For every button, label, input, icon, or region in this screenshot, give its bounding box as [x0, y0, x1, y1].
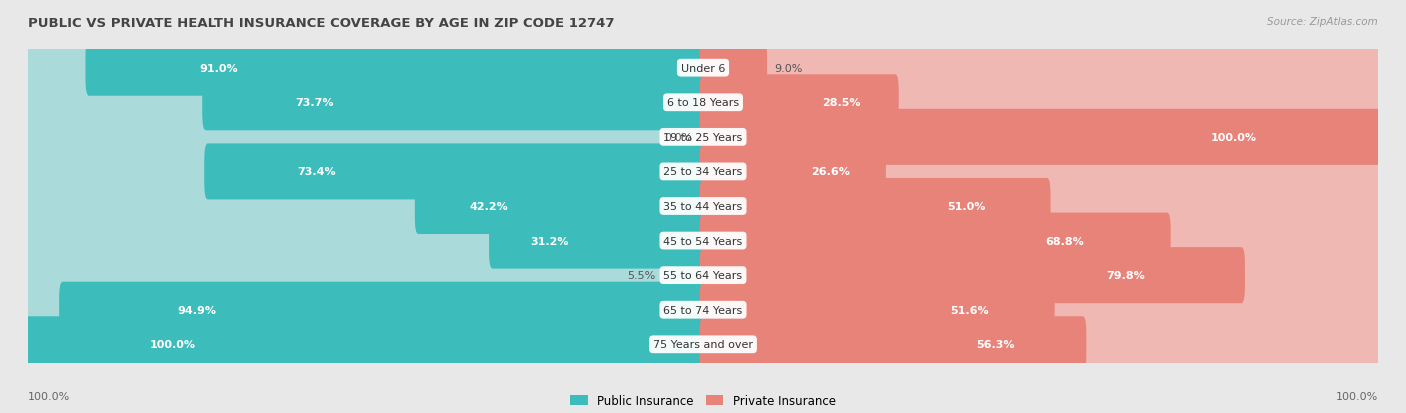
- FancyBboxPatch shape: [700, 144, 886, 200]
- Text: 6 to 18 Years: 6 to 18 Years: [666, 98, 740, 108]
- FancyBboxPatch shape: [700, 75, 898, 131]
- FancyBboxPatch shape: [700, 109, 1381, 166]
- Text: 9.0%: 9.0%: [773, 64, 803, 74]
- Text: 100.0%: 100.0%: [1336, 391, 1378, 401]
- FancyBboxPatch shape: [28, 258, 1378, 293]
- Text: 45 to 54 Years: 45 to 54 Years: [664, 236, 742, 246]
- FancyBboxPatch shape: [25, 282, 706, 338]
- FancyBboxPatch shape: [25, 40, 706, 97]
- FancyBboxPatch shape: [28, 292, 1378, 328]
- Text: 28.5%: 28.5%: [823, 98, 860, 108]
- FancyBboxPatch shape: [28, 85, 1378, 121]
- FancyBboxPatch shape: [202, 75, 706, 131]
- FancyBboxPatch shape: [700, 316, 1087, 373]
- Text: 0.0%: 0.0%: [665, 133, 693, 142]
- FancyBboxPatch shape: [25, 247, 706, 304]
- FancyBboxPatch shape: [25, 316, 706, 373]
- FancyBboxPatch shape: [700, 178, 1050, 235]
- FancyBboxPatch shape: [700, 213, 1171, 269]
- Text: 73.4%: 73.4%: [297, 167, 336, 177]
- FancyBboxPatch shape: [415, 178, 706, 235]
- Text: 31.2%: 31.2%: [530, 236, 569, 246]
- Text: 26.6%: 26.6%: [811, 167, 851, 177]
- FancyBboxPatch shape: [662, 247, 706, 304]
- Text: 91.0%: 91.0%: [200, 64, 238, 74]
- Text: Source: ZipAtlas.com: Source: ZipAtlas.com: [1267, 17, 1378, 26]
- FancyBboxPatch shape: [28, 327, 1378, 362]
- Text: 79.8%: 79.8%: [1107, 271, 1144, 280]
- FancyBboxPatch shape: [700, 282, 1054, 338]
- Text: 5.5%: 5.5%: [627, 271, 655, 280]
- FancyBboxPatch shape: [700, 282, 1381, 338]
- FancyBboxPatch shape: [25, 144, 706, 200]
- FancyBboxPatch shape: [59, 282, 706, 338]
- Text: 94.9%: 94.9%: [177, 305, 217, 315]
- Text: 25 to 34 Years: 25 to 34 Years: [664, 167, 742, 177]
- FancyBboxPatch shape: [28, 223, 1378, 259]
- Text: 56.3%: 56.3%: [976, 339, 1015, 349]
- FancyBboxPatch shape: [204, 144, 706, 200]
- Text: 35 to 44 Years: 35 to 44 Years: [664, 202, 742, 211]
- FancyBboxPatch shape: [28, 51, 1378, 86]
- FancyBboxPatch shape: [700, 144, 1381, 200]
- Text: 100.0%: 100.0%: [149, 339, 195, 349]
- FancyBboxPatch shape: [700, 109, 1381, 166]
- Text: 55 to 64 Years: 55 to 64 Years: [664, 271, 742, 280]
- FancyBboxPatch shape: [700, 316, 1381, 373]
- FancyBboxPatch shape: [700, 247, 1244, 304]
- Text: 100.0%: 100.0%: [1211, 133, 1257, 142]
- Text: 73.7%: 73.7%: [295, 98, 333, 108]
- Text: 51.0%: 51.0%: [946, 202, 986, 211]
- Text: Under 6: Under 6: [681, 64, 725, 74]
- FancyBboxPatch shape: [700, 75, 1381, 131]
- FancyBboxPatch shape: [25, 316, 706, 373]
- FancyBboxPatch shape: [25, 178, 706, 235]
- FancyBboxPatch shape: [28, 120, 1378, 155]
- FancyBboxPatch shape: [700, 40, 768, 97]
- Text: 65 to 74 Years: 65 to 74 Years: [664, 305, 742, 315]
- FancyBboxPatch shape: [86, 40, 706, 97]
- FancyBboxPatch shape: [700, 213, 1381, 269]
- FancyBboxPatch shape: [25, 109, 706, 166]
- FancyBboxPatch shape: [25, 213, 706, 269]
- FancyBboxPatch shape: [28, 154, 1378, 190]
- Text: PUBLIC VS PRIVATE HEALTH INSURANCE COVERAGE BY AGE IN ZIP CODE 12747: PUBLIC VS PRIVATE HEALTH INSURANCE COVER…: [28, 17, 614, 29]
- FancyBboxPatch shape: [700, 178, 1381, 235]
- Text: 68.8%: 68.8%: [1045, 236, 1084, 246]
- FancyBboxPatch shape: [489, 213, 706, 269]
- Text: 19 to 25 Years: 19 to 25 Years: [664, 133, 742, 142]
- Text: 42.2%: 42.2%: [470, 202, 508, 211]
- Text: 100.0%: 100.0%: [28, 391, 70, 401]
- Text: 51.6%: 51.6%: [950, 305, 988, 315]
- Text: 75 Years and over: 75 Years and over: [652, 339, 754, 349]
- FancyBboxPatch shape: [25, 75, 706, 131]
- FancyBboxPatch shape: [700, 40, 1381, 97]
- Legend: Public Insurance, Private Insurance: Public Insurance, Private Insurance: [571, 394, 835, 407]
- FancyBboxPatch shape: [28, 189, 1378, 224]
- FancyBboxPatch shape: [700, 247, 1381, 304]
